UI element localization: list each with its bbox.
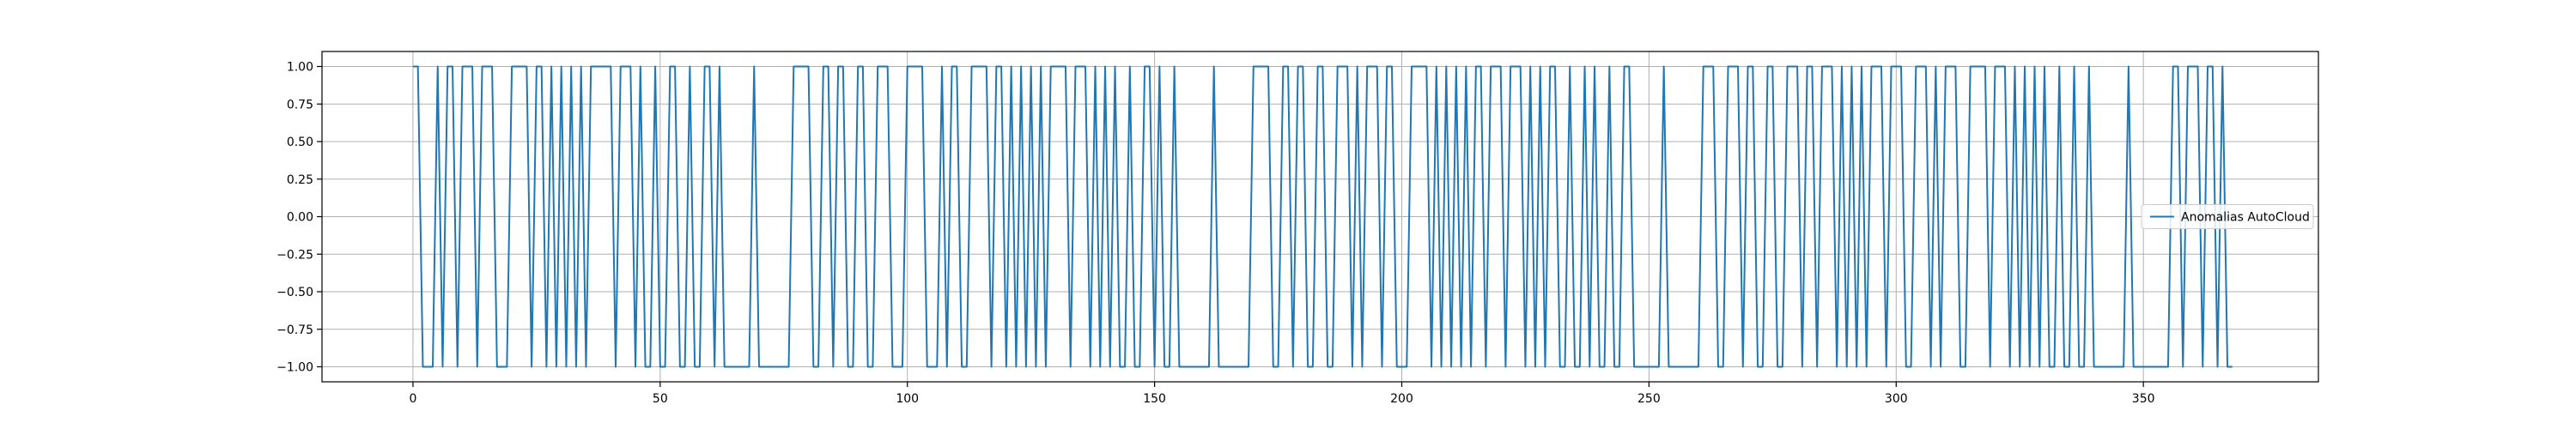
x-axis: 0 50 100 150 200 250 300 350: [409, 382, 2155, 406]
y-tick-label: −0.25: [276, 248, 313, 262]
legend-label: Anomalias AutoCloud: [2181, 211, 2310, 225]
x-tick-label: 50: [653, 392, 668, 406]
series-line: [412, 65, 2233, 368]
y-tick-label: 0.25: [287, 173, 313, 187]
x-tick-label: 200: [1390, 392, 1413, 406]
x-tick-label: 350: [2132, 392, 2155, 406]
x-tick-label: 300: [1885, 392, 1908, 406]
y-tick-label: 0.75: [287, 98, 313, 112]
x-tick-label: 0: [409, 392, 416, 406]
legend-box: [2141, 204, 2314, 229]
series-layer: [412, 65, 2233, 368]
y-tick-label: −0.75: [276, 323, 313, 337]
y-tick-label: 0.00: [287, 211, 313, 225]
legend: Anomalias AutoCloud: [2141, 204, 2314, 229]
y-tick-label: 1.00: [287, 61, 313, 75]
y-axis: 1.00 0.75 0.50 0.25 0.00 −0.25 −0.50 −0.75 −1.00: [276, 61, 322, 375]
x-tick-label: 250: [1637, 392, 1661, 406]
y-tick-label: −1.00: [276, 361, 313, 375]
x-tick-label: 150: [1143, 392, 1166, 406]
x-tick-label: 100: [896, 392, 919, 406]
y-tick-label: 0.50: [287, 136, 313, 149]
y-tick-label: −0.50: [276, 286, 313, 299]
